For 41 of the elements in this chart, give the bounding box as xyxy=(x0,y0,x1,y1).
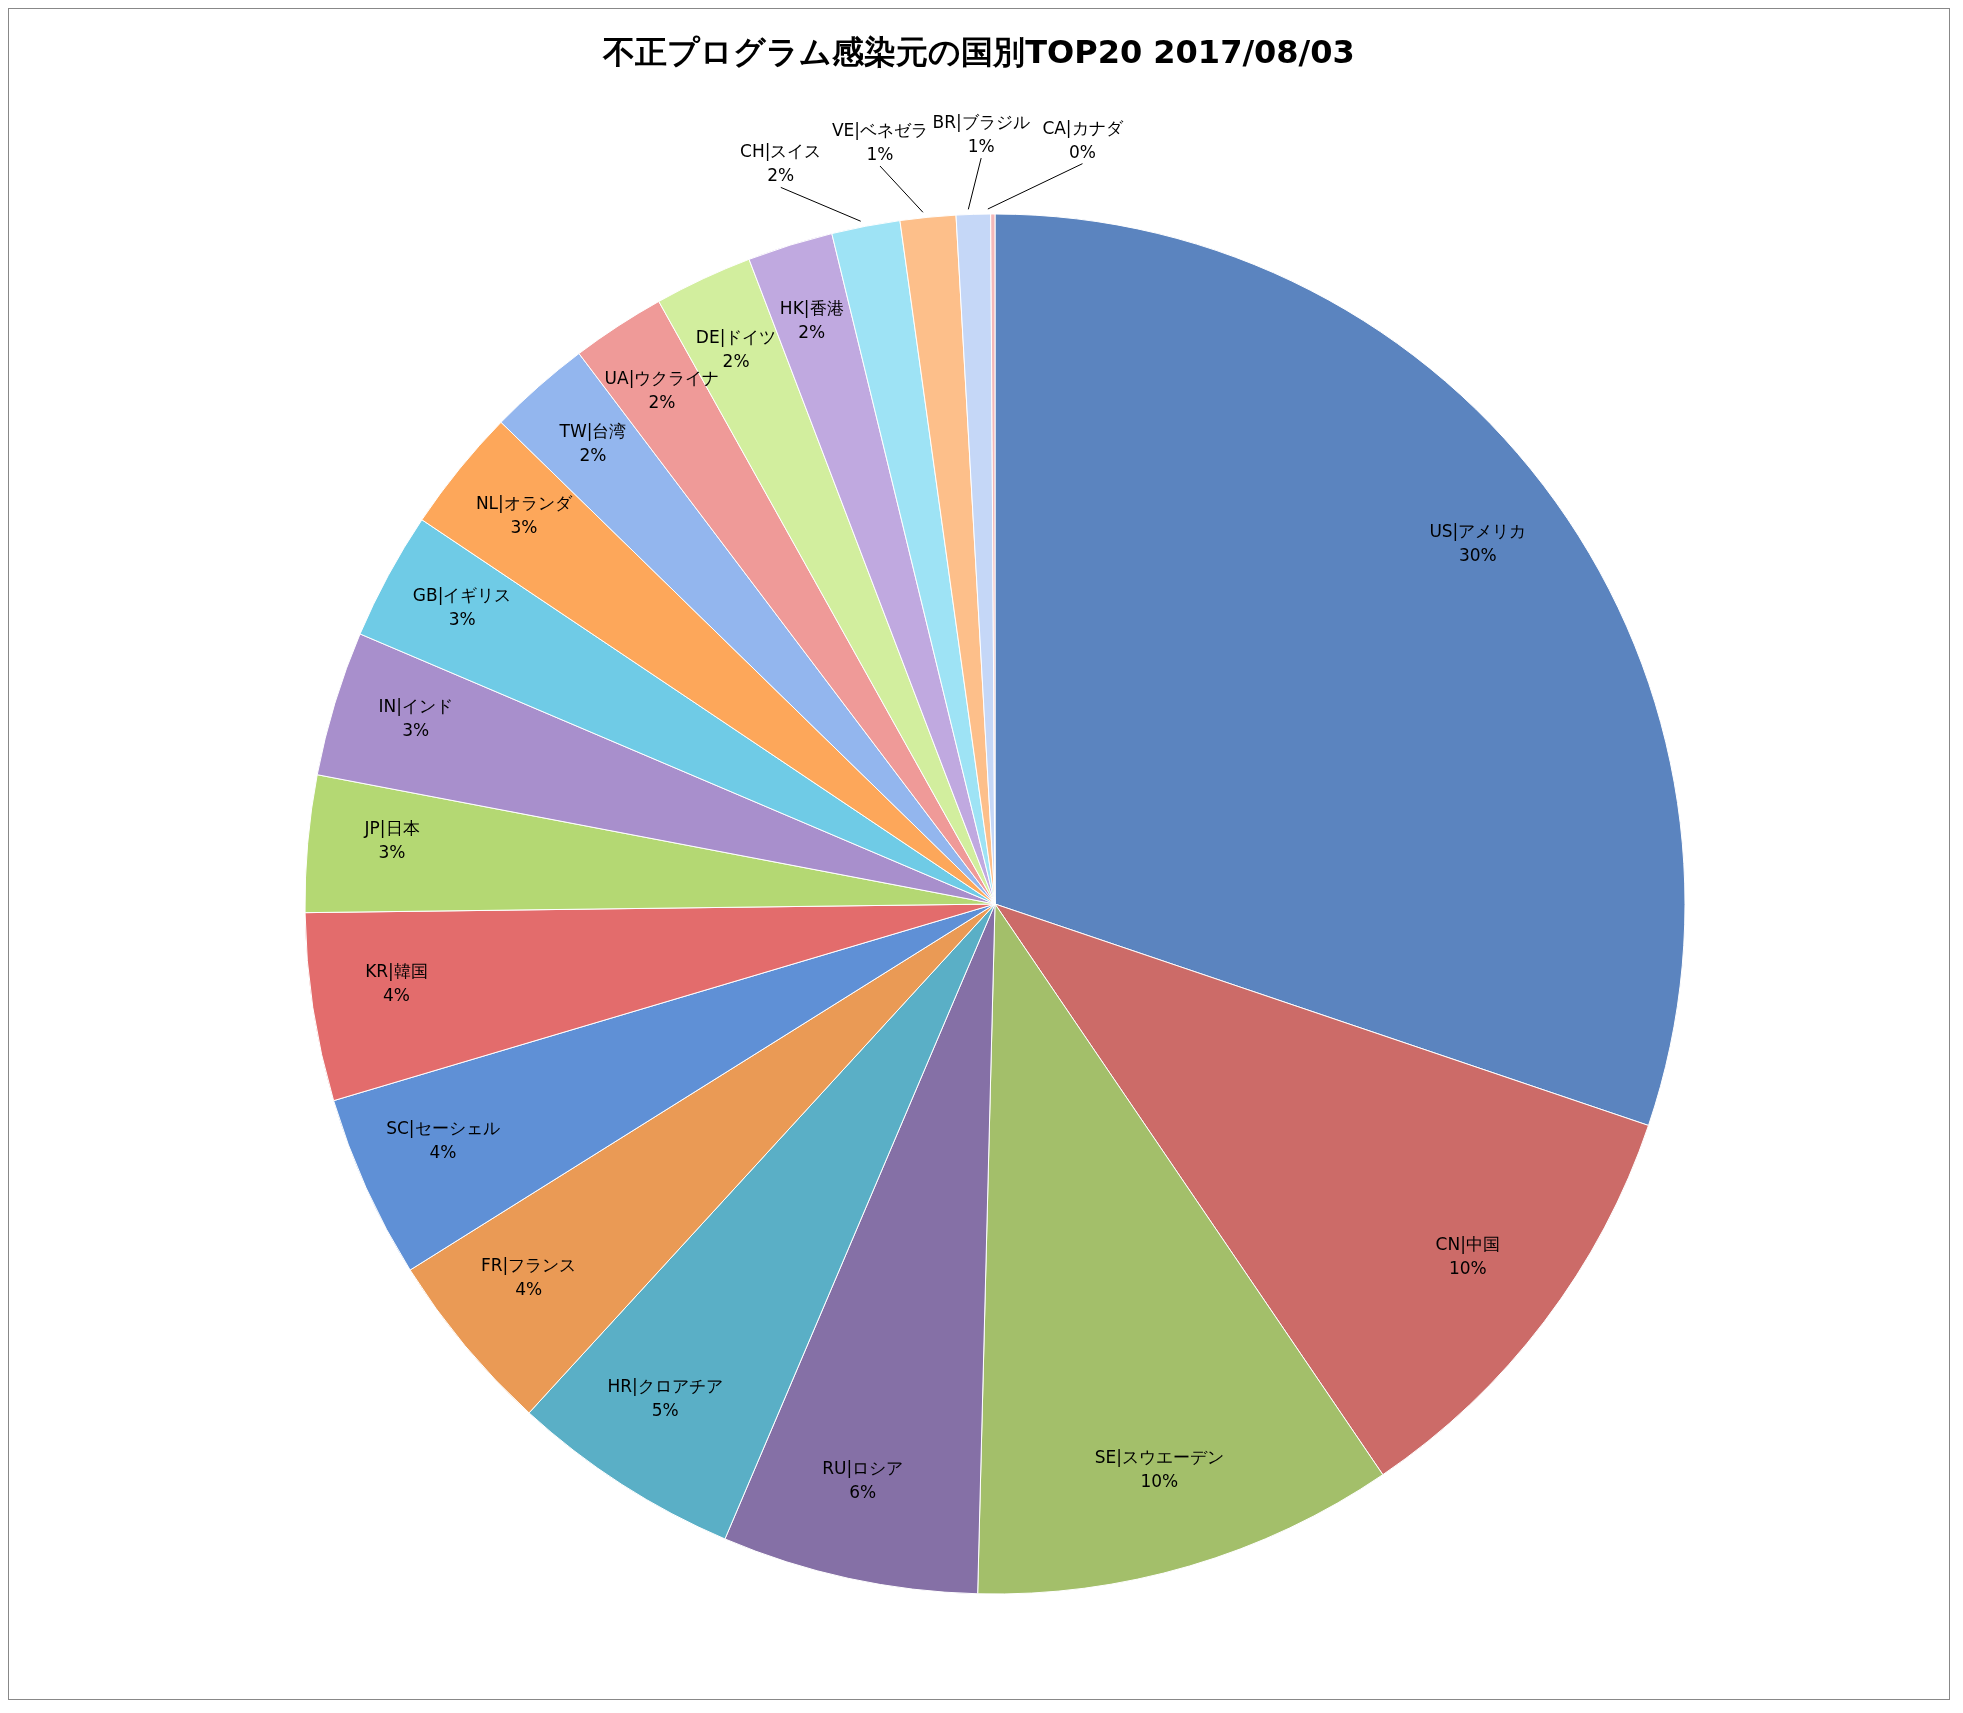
data-label: 3% xyxy=(378,842,406,863)
data-label: 3% xyxy=(510,516,538,537)
slice-label: HK|香港 xyxy=(779,297,844,318)
slice-label: RU|ロシア xyxy=(822,1457,904,1478)
data-label: 4% xyxy=(383,985,410,1006)
slice-label: SC|セーシェル xyxy=(386,1118,500,1139)
data-label: 3% xyxy=(402,720,430,741)
data-label: 4% xyxy=(429,1142,457,1163)
data-label: 5% xyxy=(651,1399,679,1420)
slice-label: NL|オランダ xyxy=(475,492,573,513)
data-label: 0% xyxy=(1069,141,1096,162)
data-label: 3% xyxy=(448,609,476,630)
slice-label: SE|スウエーデン xyxy=(1094,1446,1224,1467)
slice-label: CN|中国 xyxy=(1435,1234,1500,1255)
data-label: 10% xyxy=(1140,1470,1179,1491)
slice-label: TW|台湾 xyxy=(558,420,627,441)
slice-label: IN|インド xyxy=(378,696,453,717)
data-label: 2% xyxy=(767,165,795,186)
data-label: 10% xyxy=(1448,1258,1487,1279)
slice-label: JP|日本 xyxy=(363,818,420,839)
slice-label: CA|カナダ xyxy=(1042,117,1124,138)
data-label: 2% xyxy=(579,444,607,465)
slice-label: BR|ブラジル xyxy=(932,112,1030,133)
data-label: 30% xyxy=(1458,545,1497,566)
chart-title: 不正プログラム感染元の国別TOP20 2017/08/03 xyxy=(601,32,1356,73)
data-label: 2% xyxy=(648,392,676,413)
data-label: 4% xyxy=(515,1279,543,1300)
data-label: 2% xyxy=(722,351,750,372)
slice-label: KR|韓国 xyxy=(365,961,428,982)
slice-label: HR|クロアチア xyxy=(607,1375,723,1396)
slice-label: US|アメリカ xyxy=(1429,521,1527,542)
slice-label: CH|スイス xyxy=(740,141,822,162)
data-label: 2% xyxy=(798,321,826,342)
data-label: 1% xyxy=(967,136,995,157)
slice-label: UA|ウクライナ xyxy=(604,368,720,389)
slice-label: VE|ベネゼラ xyxy=(831,120,929,141)
data-label: 6% xyxy=(849,1481,877,1502)
data-label: 1% xyxy=(866,144,894,165)
slice-label: FR|フランス xyxy=(481,1255,577,1276)
slice-label: DE|ドイツ xyxy=(695,327,777,348)
slice-label: GB|イギリス xyxy=(412,585,512,606)
